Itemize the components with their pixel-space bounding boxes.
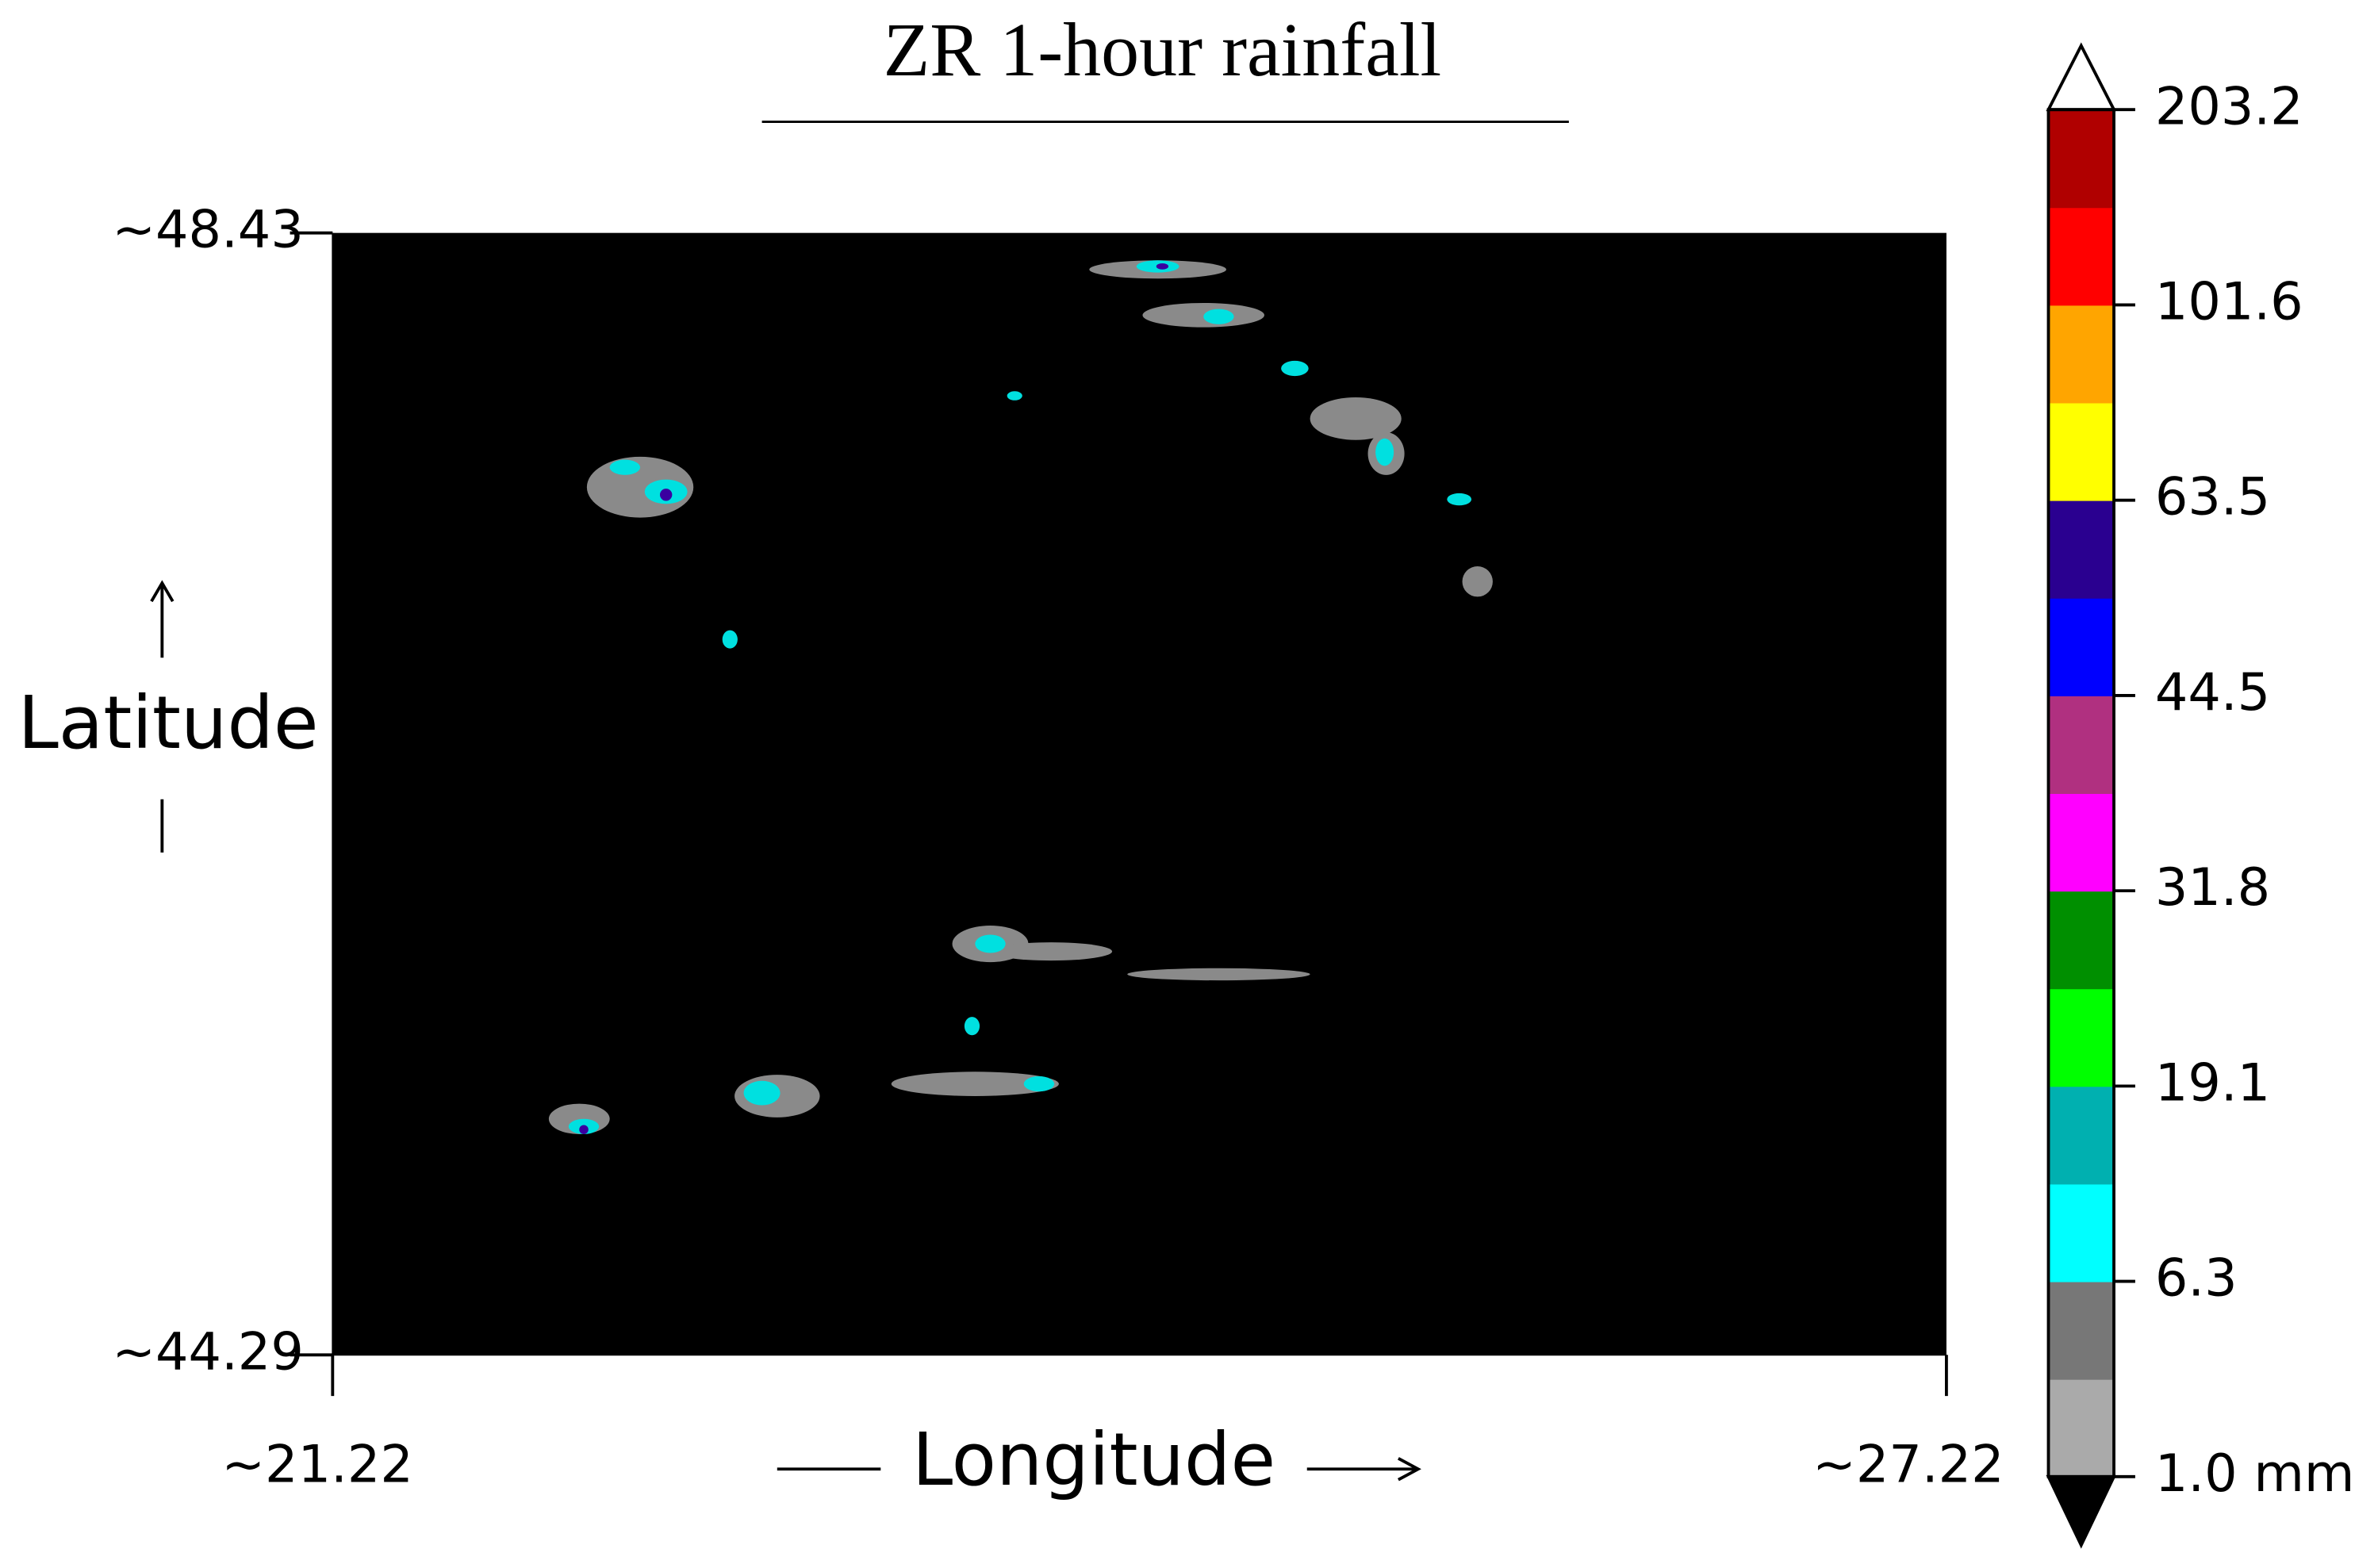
y-tick-label: ~48.43 xyxy=(112,200,303,260)
colorbar-tick-label: 203.2 xyxy=(2155,76,2303,136)
y-axis-arrows xyxy=(150,580,175,853)
colorbar-bin xyxy=(2048,988,2115,1087)
colorbar-tick-label: 63.5 xyxy=(2155,467,2270,527)
x-tick-label: ~27.22 xyxy=(1812,1434,2004,1494)
radar-image xyxy=(332,232,1947,1355)
colorbar-bin xyxy=(2048,207,2115,306)
y-axis-title: Latitude xyxy=(17,680,318,765)
colorbar-bin xyxy=(2048,891,2115,990)
rain-heavy xyxy=(579,263,1169,1134)
y-tick-label: ~44.29 xyxy=(112,1321,303,1382)
colorbar-extend-min xyxy=(2046,1474,2117,1549)
colorbar-bin xyxy=(2048,305,2115,404)
colorbar-bin xyxy=(2048,1281,2115,1380)
colorbar-bin xyxy=(2048,1183,2115,1282)
rain-cells xyxy=(548,260,1493,1134)
x-tick-label: ~21.22 xyxy=(221,1434,412,1494)
colorbar-tick-label: 31.8 xyxy=(2155,857,2270,918)
colorbar-frame xyxy=(2046,108,2115,1478)
colorbar-bin xyxy=(2048,793,2115,892)
x-axis-title: Longitude xyxy=(912,1417,1275,1502)
x-axis-arrows xyxy=(777,1457,1421,1482)
colorbar-bin xyxy=(2048,1086,2115,1185)
colorbar-tick-label: 101.6 xyxy=(2155,271,2303,332)
colorbar-extend-max xyxy=(2046,42,2117,112)
colorbar-bin xyxy=(2048,402,2115,501)
colorbar-tick-label: 1.0 mm xyxy=(2155,1443,2355,1504)
axes xyxy=(332,232,1947,1356)
colorbar-bin xyxy=(2048,109,2115,209)
colorbar-bin xyxy=(2048,1378,2115,1478)
colorbar-bin xyxy=(2048,695,2115,794)
colorbar-bin xyxy=(2048,597,2115,696)
colorbar-tick-label: 6.3 xyxy=(2155,1248,2238,1309)
colorbar-bin xyxy=(2048,500,2115,599)
chart-title: ZR 1-hour rainfall xyxy=(884,7,1442,92)
colorbar-tick-label: 44.5 xyxy=(2155,662,2270,723)
colorbar-tick-label: 19.1 xyxy=(2155,1052,2270,1113)
